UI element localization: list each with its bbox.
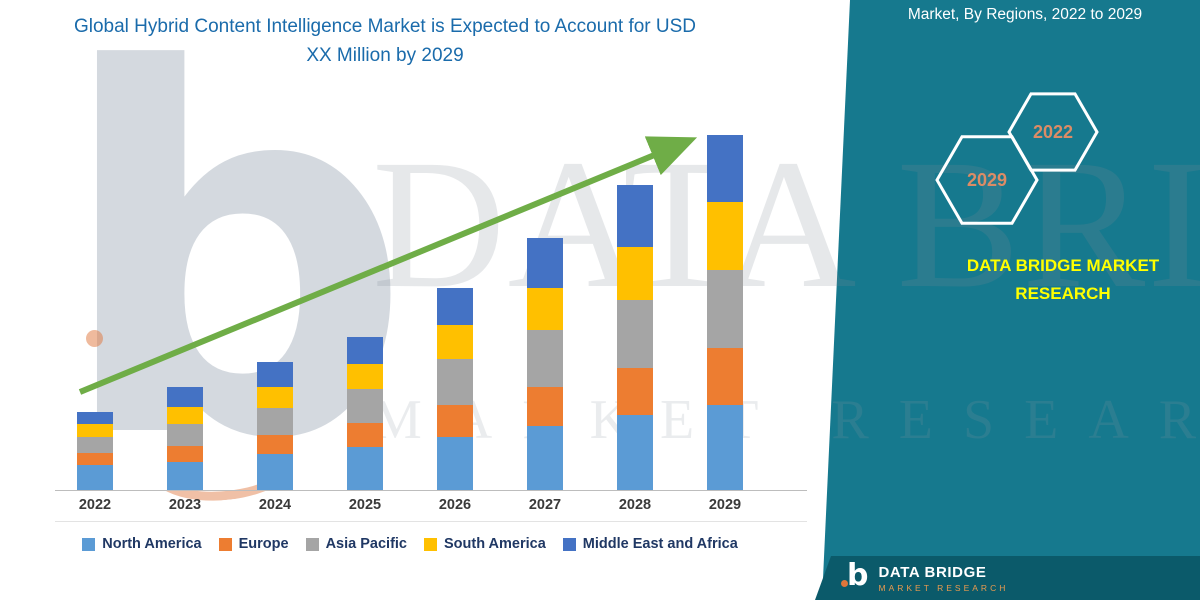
bar-segment — [527, 237, 563, 288]
bar-group-2023 — [167, 387, 203, 490]
chart-title: Global Hybrid Content Intelligence Marke… — [73, 16, 697, 67]
legend-label: Europe — [238, 536, 289, 552]
bar-group-2024 — [257, 362, 293, 490]
x-axis-label: 2024 — [258, 497, 292, 513]
x-axis-line — [55, 490, 807, 491]
x-axis-label: 2029 — [708, 497, 742, 513]
legend: North America Europe Asia Pacific South Ame… — [15, 536, 805, 552]
bar-segment — [77, 411, 113, 425]
legend-swatch — [424, 537, 437, 551]
bar-segment — [617, 367, 653, 416]
bar-segment — [347, 388, 383, 423]
x-axis-label: 2025 — [348, 497, 382, 513]
bar-group-2027 — [527, 237, 563, 490]
legend-swatch — [305, 537, 319, 551]
bar-segment — [707, 135, 743, 203]
bar-segment — [617, 300, 653, 368]
bar-segment — [347, 337, 383, 364]
legend-label: Asia Pacific — [325, 536, 407, 552]
legend-swatch — [218, 537, 232, 551]
bar-segment — [707, 404, 743, 490]
bar-group-2026 — [437, 287, 473, 490]
legend-item: North America — [82, 536, 202, 552]
hexagon-label-2029: 2029 — [966, 170, 1008, 190]
legend-item: Middle East and Africa — [562, 536, 738, 552]
bar-segment — [77, 452, 113, 466]
bar-segment — [347, 447, 383, 490]
bar-segment — [437, 436, 473, 490]
bar-segment — [167, 406, 203, 425]
bar-group-2028 — [617, 184, 653, 490]
sidebar-heading: Market, By Regions, 2022 to 2029 — [907, 6, 1143, 23]
bar-segment — [617, 246, 653, 301]
legend-swatch — [562, 537, 576, 551]
x-axis-label: 2027 — [528, 497, 562, 513]
bar-segment — [77, 465, 113, 490]
bar-segment — [707, 202, 743, 270]
bars — [55, 0, 815, 490]
bar-segment — [617, 184, 653, 247]
bar-segment — [707, 269, 743, 348]
bar-segment — [167, 387, 203, 407]
footer-logo-b-icon: b — [840, 558, 869, 593]
bar-segment — [617, 415, 653, 490]
bar-segment — [437, 404, 473, 437]
bar-group-2022 — [77, 411, 113, 490]
bar-group-2029 — [707, 135, 743, 490]
bar-segment — [437, 358, 473, 405]
bar-segment — [347, 363, 383, 389]
bar-segment — [77, 436, 113, 453]
bar-segment — [167, 424, 203, 446]
bar-segment — [527, 330, 563, 388]
footer-bar: b DATA BRIDGE MARKET RESEARCH — [815, 556, 1200, 600]
x-axis-label: 2023 — [168, 497, 202, 513]
bar-segment — [167, 445, 203, 462]
legend-swatch — [82, 537, 96, 551]
legend-label: South America — [444, 536, 546, 552]
x-labels: 2022 2023 2024 2025 2026 2027 2028 2029 — [55, 497, 815, 519]
bar-segment — [437, 324, 473, 359]
bar-segment — [257, 434, 293, 455]
bar-segment — [167, 461, 203, 490]
bar-segment — [77, 424, 113, 437]
legend-label: Middle East and Africa — [582, 536, 738, 552]
hexagon-label-2022: 2022 — [1032, 122, 1074, 142]
bar-segment — [527, 387, 563, 427]
legend-item: Europe — [218, 536, 289, 552]
legend-label: North America — [102, 536, 202, 552]
bar-segment — [257, 387, 293, 409]
legend-item: South America — [424, 536, 546, 552]
bar-group-2025 — [347, 337, 383, 490]
footer-brand-name: DATA BRIDGE — [878, 563, 987, 581]
x-axis-label: 2028 — [618, 497, 652, 513]
bar-segment — [527, 287, 563, 331]
bar-segment — [437, 287, 473, 325]
x-axis-label: 2026 — [438, 497, 472, 513]
footer-brand-tagline: MARKET RESEARCH — [878, 582, 1009, 593]
x-axis-label: 2022 — [78, 497, 112, 513]
bar-segment — [707, 347, 743, 405]
bar-segment — [257, 362, 293, 388]
bar-segment — [527, 426, 563, 490]
bar-segment — [257, 408, 293, 435]
bar-segment — [257, 454, 293, 490]
brand-text: DATA BRIDGE MARKET RESEARCH — [966, 256, 1160, 304]
legend-item: Asia Pacific — [305, 536, 407, 552]
x-axis-lower-line — [55, 521, 807, 522]
bar-segment — [347, 422, 383, 448]
